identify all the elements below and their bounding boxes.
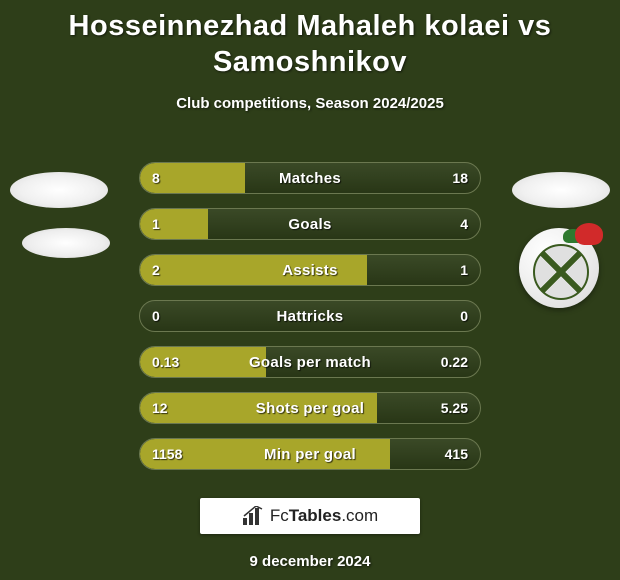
comparison-chart: 818Matches 14Goals 21Assists 00Hattricks 0.1…	[0, 162, 620, 484]
stat-label: Matches	[140, 163, 480, 193]
stat-row: 1158415Min per goal	[139, 438, 481, 470]
bar-chart-icon	[242, 506, 264, 526]
stat-row: 0.130.22Goals per match	[139, 346, 481, 378]
page-subtitle: Club competitions, Season 2024/2025	[0, 95, 620, 112]
stat-label: Goals per match	[140, 347, 480, 377]
stat-row: 21Assists	[139, 254, 481, 286]
page-date: 9 december 2024	[0, 553, 620, 570]
stat-row: 818Matches	[139, 162, 481, 194]
stat-label: Assists	[140, 255, 480, 285]
site-name: FcTables.com	[270, 506, 378, 526]
stat-row: 00Hattricks	[139, 300, 481, 332]
stat-label: Min per goal	[140, 439, 480, 469]
page-title: Hosseinnezhad Mahaleh kolaei vs Samoshni…	[0, 0, 620, 81]
site-logo: FcTables.com	[200, 498, 420, 534]
stat-label: Hattricks	[140, 301, 480, 331]
stat-label: Goals	[140, 209, 480, 239]
stat-row: 14Goals	[139, 208, 481, 240]
stat-row: 125.25Shots per goal	[139, 392, 481, 424]
stat-label: Shots per goal	[140, 393, 480, 423]
